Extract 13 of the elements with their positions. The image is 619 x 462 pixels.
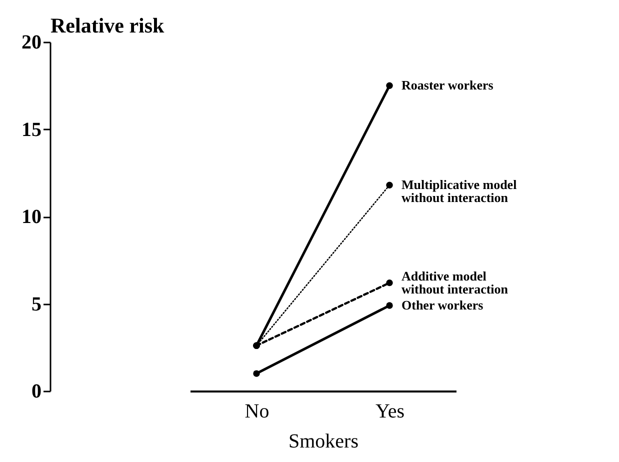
- y-axis-title: Relative risk: [50, 14, 165, 38]
- series-label: Roaster workers: [402, 78, 494, 93]
- series-label: Other workers: [402, 297, 484, 312]
- y-tick-label: 10: [22, 206, 42, 228]
- x-tick-label: No: [244, 400, 270, 422]
- x-tick-label: Yes: [375, 400, 405, 422]
- series-label: Additive model without interaction: [402, 268, 509, 296]
- y-tick-label: 20: [22, 32, 42, 54]
- series-label: Multiplicative model without interaction: [402, 177, 518, 206]
- y-tick-label: 0: [32, 380, 42, 402]
- x-axis-title: Smokers: [288, 430, 359, 452]
- y-tick-label: 15: [22, 118, 42, 141]
- y-tick-label: 5: [32, 293, 42, 316]
